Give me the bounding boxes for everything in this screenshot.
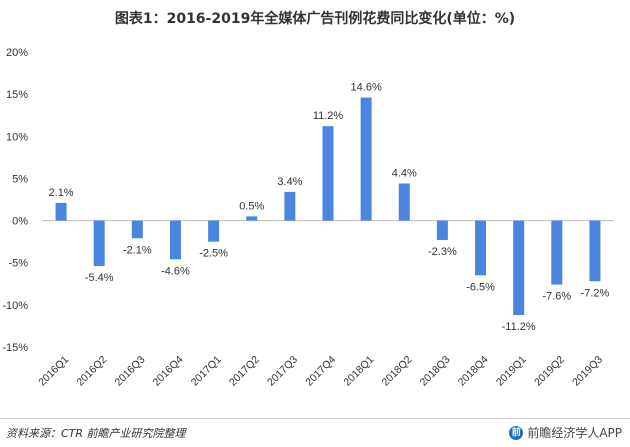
x-tick-label: 2018Q3 [418, 354, 453, 389]
data-label: -2.3% [428, 246, 457, 258]
bar [93, 220, 105, 267]
x-tick-label: 2017Q1 [189, 354, 224, 389]
y-tick-label: 5% [12, 173, 28, 185]
bar [246, 216, 258, 221]
data-label: 0.5% [239, 200, 264, 212]
y-tick-label: -5% [8, 258, 28, 270]
data-label: -2.1% [123, 244, 152, 256]
x-tick-label: 2019Q3 [570, 354, 605, 389]
data-label: -6.5% [466, 281, 495, 293]
bar [169, 220, 181, 260]
data-label: 3.4% [277, 176, 302, 188]
brand-logo-icon: 前 [509, 425, 524, 440]
source-note: 资料来源：CTR 前瞻产业研究院整理 [6, 427, 186, 440]
bar [551, 220, 563, 285]
bar [475, 220, 487, 276]
bar [360, 97, 372, 221]
bar [436, 220, 448, 240]
footer: 资料来源：CTR 前瞻产业研究院整理 前 前瞻经济学人APP [0, 418, 630, 447]
data-label: 11.2% [313, 110, 344, 122]
x-tick-label: 2016Q4 [151, 354, 186, 389]
bar [131, 220, 143, 239]
data-label: 14.6% [351, 82, 382, 94]
bar [398, 183, 410, 221]
brand-name: 前瞻经济学人APP [527, 426, 622, 440]
x-tick-label: 2018Q1 [341, 354, 376, 389]
x-tick-label: 2018Q4 [456, 354, 491, 389]
y-tick-label: 20% [6, 47, 28, 59]
x-tick-label: 2017Q4 [303, 354, 338, 389]
x-tick-label: 2018Q2 [379, 354, 414, 389]
data-label: -5.4% [85, 272, 114, 284]
x-tick-label: 2019Q2 [532, 354, 567, 389]
x-tick-label: 2016Q3 [113, 354, 148, 389]
x-tick-label: 2016Q2 [74, 354, 109, 389]
bar [589, 220, 601, 282]
bar [208, 220, 220, 242]
y-tick-label: -10% [2, 300, 28, 312]
x-tick-label: 2016Q1 [36, 354, 71, 389]
data-label: -2.5% [199, 248, 228, 260]
chart-title: 图表1：2016-2019年全媒体广告刊例花费同比变化(单位：%) [114, 11, 516, 27]
data-label: -4.6% [161, 265, 190, 277]
y-tick-label: -15% [2, 342, 28, 354]
data-label: -11.2% [502, 321, 536, 333]
bar [322, 126, 334, 221]
data-label: -7.6% [542, 291, 571, 303]
bar [284, 191, 296, 221]
brand: 前 前瞻经济学人APP [509, 424, 622, 441]
y-tick-label: 0% [12, 216, 28, 228]
data-label: -7.2% [581, 287, 610, 299]
data-label: 4.4% [392, 167, 417, 179]
x-tick-label: 2017Q2 [227, 354, 262, 389]
bar [513, 220, 525, 315]
y-tick-label: 10% [6, 131, 28, 143]
x-tick-label: 2019Q1 [494, 354, 529, 389]
x-tick-label: 2017Q3 [265, 354, 300, 389]
bar [55, 202, 67, 221]
data-label: 2.1% [49, 187, 74, 199]
bar-chart: -15% -10% -5% 0% 5% 10% 15% 20% 2.1% 2016Q1 -5.4% 2… [2, 47, 614, 389]
y-tick-label: 15% [6, 89, 28, 101]
